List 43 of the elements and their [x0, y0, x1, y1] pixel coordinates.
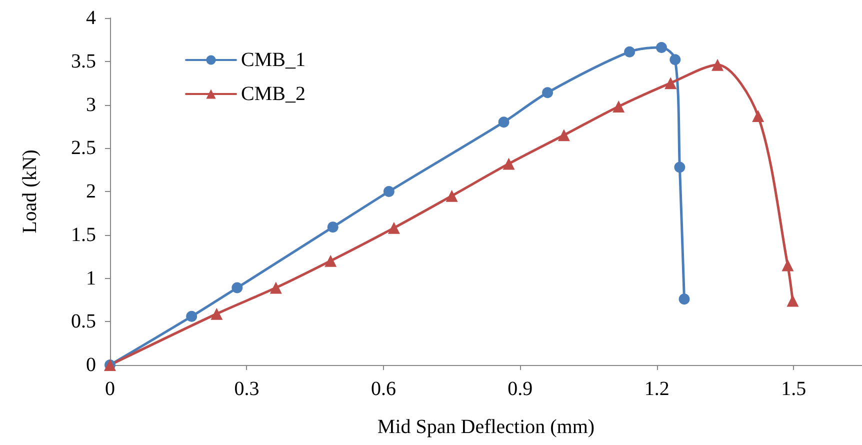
point: [752, 110, 764, 122]
point: [210, 308, 223, 320]
y-tick-label: 4: [86, 7, 96, 29]
point: [664, 77, 677, 90]
legend-label: CMB_1: [241, 49, 306, 71]
x-tick-label: 1.2: [644, 378, 670, 400]
x-tick-label: 0.9: [508, 378, 533, 400]
x-tick-label: 0.3: [234, 378, 260, 400]
point: [388, 222, 400, 234]
y-tick-label: 1: [86, 267, 96, 290]
point: [498, 116, 510, 128]
x-tick-label: 1.5: [781, 378, 806, 400]
point: [656, 42, 667, 53]
y-axis-title: Load (kN): [19, 150, 41, 234]
point: [232, 282, 243, 294]
y-tick-label: 0: [86, 354, 96, 376]
point: [502, 158, 515, 170]
x-axis-title: Mid Span Deflection (mm): [377, 416, 595, 438]
point: [324, 254, 337, 267]
y-tick-label: 0.5: [71, 310, 96, 333]
point: [624, 46, 636, 58]
x-tick-label: 0: [105, 378, 115, 400]
x-tick-label: 0.6: [370, 378, 396, 400]
point: [542, 87, 554, 98]
point: [446, 190, 458, 202]
y-tick-label: 3.5: [71, 50, 96, 72]
point: [558, 129, 570, 142]
y-tick-label: 2.5: [71, 137, 96, 160]
point: [327, 222, 338, 233]
y-tick-label: 1.5: [71, 224, 96, 246]
y-tick-label: 2: [86, 180, 96, 202]
point: [270, 282, 282, 294]
point: [678, 294, 690, 305]
point: [670, 54, 681, 66]
point: [612, 100, 625, 112]
y-tick-label: 3: [86, 94, 96, 116]
point: [383, 186, 394, 197]
legend-label: CMB_2: [241, 83, 306, 105]
point: [186, 310, 198, 322]
point: [786, 294, 799, 307]
point: [782, 259, 794, 272]
point: [674, 162, 686, 173]
point: [712, 58, 724, 71]
